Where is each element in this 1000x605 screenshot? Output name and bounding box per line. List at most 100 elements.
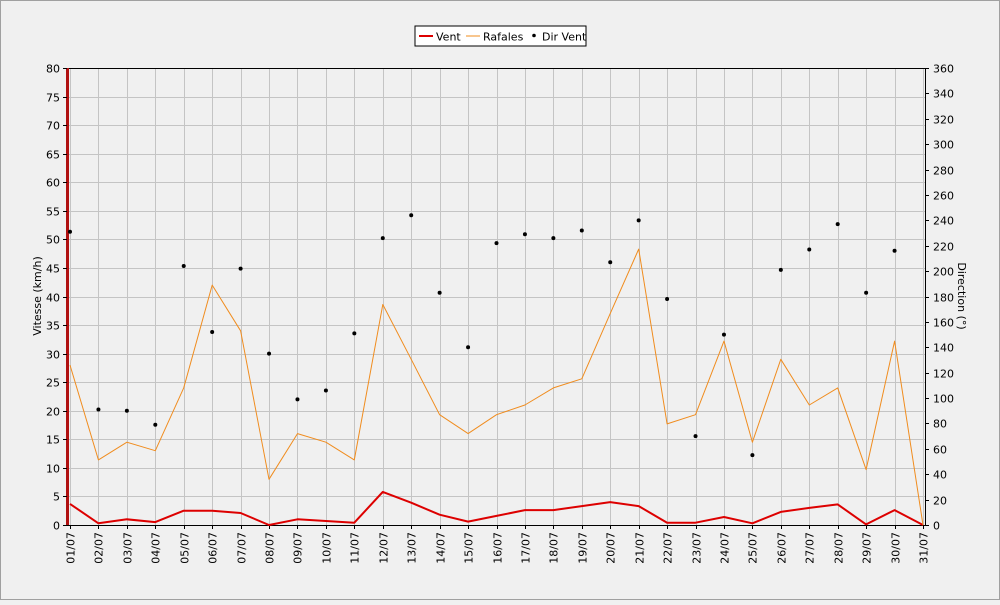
x-tick-label: 24/07 bbox=[719, 532, 732, 564]
data-point-dir-vent bbox=[551, 236, 555, 240]
data-point-dir-vent bbox=[438, 291, 442, 295]
data-point-dir-vent bbox=[267, 352, 271, 356]
y-tick-label: 80 bbox=[46, 63, 60, 76]
data-point-dir-vent bbox=[608, 260, 612, 264]
x-tick-label: 06/07 bbox=[207, 532, 220, 564]
data-point-dir-vent bbox=[381, 236, 385, 240]
x-tick-label: 01/07 bbox=[65, 532, 78, 564]
x-tick-label: 14/07 bbox=[435, 532, 448, 564]
y2-tick-label: 100 bbox=[933, 393, 954, 406]
x-tick-label: 04/07 bbox=[150, 532, 163, 564]
data-point-dir-vent bbox=[182, 264, 186, 268]
x-tick-label: 15/07 bbox=[463, 532, 476, 564]
legend: Vent Rafales Dir Vent bbox=[415, 26, 587, 46]
legend-label-dir-vent: Dir Vent bbox=[542, 31, 587, 44]
plot-left-marker bbox=[66, 68, 69, 525]
y2-tick-label: 360 bbox=[933, 63, 954, 76]
data-point-dir-vent bbox=[750, 453, 754, 457]
data-point-dir-vent bbox=[864, 291, 868, 295]
x-tick-label: 22/07 bbox=[662, 532, 675, 564]
legend-swatch-dir-vent bbox=[532, 34, 536, 38]
y2-tick-label: 320 bbox=[933, 114, 954, 127]
data-point-dir-vent bbox=[694, 434, 698, 438]
y-tick-label: 50 bbox=[46, 234, 60, 247]
y2-tick-label: 0 bbox=[933, 520, 940, 533]
y-tick-label: 70 bbox=[46, 120, 60, 133]
data-point-dir-vent bbox=[352, 331, 356, 335]
data-point-dir-vent bbox=[637, 218, 641, 222]
data-point-dir-vent bbox=[125, 409, 129, 413]
x-tick-label: 21/07 bbox=[634, 532, 647, 564]
data-point-dir-vent bbox=[665, 297, 669, 301]
data-point-dir-vent bbox=[722, 333, 726, 337]
x-tick-label: 30/07 bbox=[890, 532, 903, 564]
x-tick-label: 13/07 bbox=[406, 532, 419, 564]
x-tick-label: 16/07 bbox=[492, 532, 505, 564]
y2-tick-label: 280 bbox=[933, 165, 954, 178]
y2-axis-label: Direction (°) bbox=[955, 262, 968, 329]
y-tick-label: 20 bbox=[46, 406, 60, 419]
y2-tick-label: 160 bbox=[933, 317, 954, 330]
data-point-dir-vent bbox=[409, 213, 413, 217]
y-tick-label: 25 bbox=[46, 377, 60, 390]
data-point-dir-vent bbox=[466, 345, 470, 349]
y-tick-label: 40 bbox=[46, 292, 60, 305]
data-point-dir-vent bbox=[295, 397, 299, 401]
y2-tick-label: 140 bbox=[933, 342, 954, 355]
y-tick-label: 15 bbox=[46, 434, 60, 447]
x-tick-label: 23/07 bbox=[691, 532, 704, 564]
y2-tick-label: 340 bbox=[933, 88, 954, 101]
x-tick-label: 28/07 bbox=[833, 532, 846, 564]
legend-label-vent: Vent bbox=[436, 31, 461, 44]
data-point-dir-vent bbox=[580, 228, 584, 232]
y2-tick-label: 20 bbox=[933, 495, 947, 508]
x-tick-label: 03/07 bbox=[122, 532, 135, 564]
y2-tick-label: 240 bbox=[933, 215, 954, 228]
y2-tick-label: 180 bbox=[933, 292, 954, 305]
y2-tick-label: 60 bbox=[933, 444, 947, 457]
y-tick-label: 0 bbox=[53, 520, 60, 533]
y-tick-label: 55 bbox=[46, 206, 60, 219]
x-tick-label: 25/07 bbox=[747, 532, 760, 564]
y2-tick-label: 220 bbox=[933, 241, 954, 254]
plot-background bbox=[67, 68, 925, 525]
plot-area: 0510152025303540455055606570758002040608… bbox=[46, 63, 954, 564]
data-point-dir-vent bbox=[68, 230, 72, 234]
x-tick-label: 12/07 bbox=[378, 532, 391, 564]
data-point-dir-vent bbox=[96, 407, 100, 411]
x-tick-label: 02/07 bbox=[93, 532, 106, 564]
y-axis-label: Vitesse (km/h) bbox=[31, 256, 44, 336]
y-tick-label: 5 bbox=[53, 491, 60, 504]
legend-label-rafales: Rafales bbox=[483, 31, 524, 44]
data-point-dir-vent bbox=[153, 423, 157, 427]
x-tick-label: 29/07 bbox=[861, 532, 874, 564]
data-point-dir-vent bbox=[239, 267, 243, 271]
y-tick-label: 75 bbox=[46, 92, 60, 105]
data-point-dir-vent bbox=[807, 248, 811, 252]
y-tick-label: 30 bbox=[46, 349, 60, 362]
x-tick-label: 09/07 bbox=[292, 532, 305, 564]
data-point-dir-vent bbox=[836, 222, 840, 226]
y2-tick-label: 120 bbox=[933, 368, 954, 381]
x-tick-label: 31/07 bbox=[918, 532, 931, 564]
x-tick-label: 19/07 bbox=[577, 532, 590, 564]
y-tick-label: 45 bbox=[46, 263, 60, 276]
x-tick-label: 17/07 bbox=[520, 532, 533, 564]
x-tick-label: 07/07 bbox=[236, 532, 249, 564]
y2-tick-label: 80 bbox=[933, 418, 947, 431]
data-point-dir-vent bbox=[523, 232, 527, 236]
y2-tick-label: 260 bbox=[933, 190, 954, 203]
data-point-dir-vent bbox=[893, 249, 897, 253]
x-tick-label: 05/07 bbox=[179, 532, 192, 564]
x-tick-label: 27/07 bbox=[804, 532, 817, 564]
x-tick-label: 10/07 bbox=[321, 532, 334, 564]
x-tick-label: 20/07 bbox=[605, 532, 618, 564]
x-tick-label: 08/07 bbox=[264, 532, 277, 564]
data-point-dir-vent bbox=[324, 388, 328, 392]
data-point-dir-vent bbox=[495, 241, 499, 245]
x-tick-label: 11/07 bbox=[349, 532, 362, 564]
y-tick-label: 65 bbox=[46, 149, 60, 162]
y2-tick-label: 300 bbox=[933, 139, 954, 152]
